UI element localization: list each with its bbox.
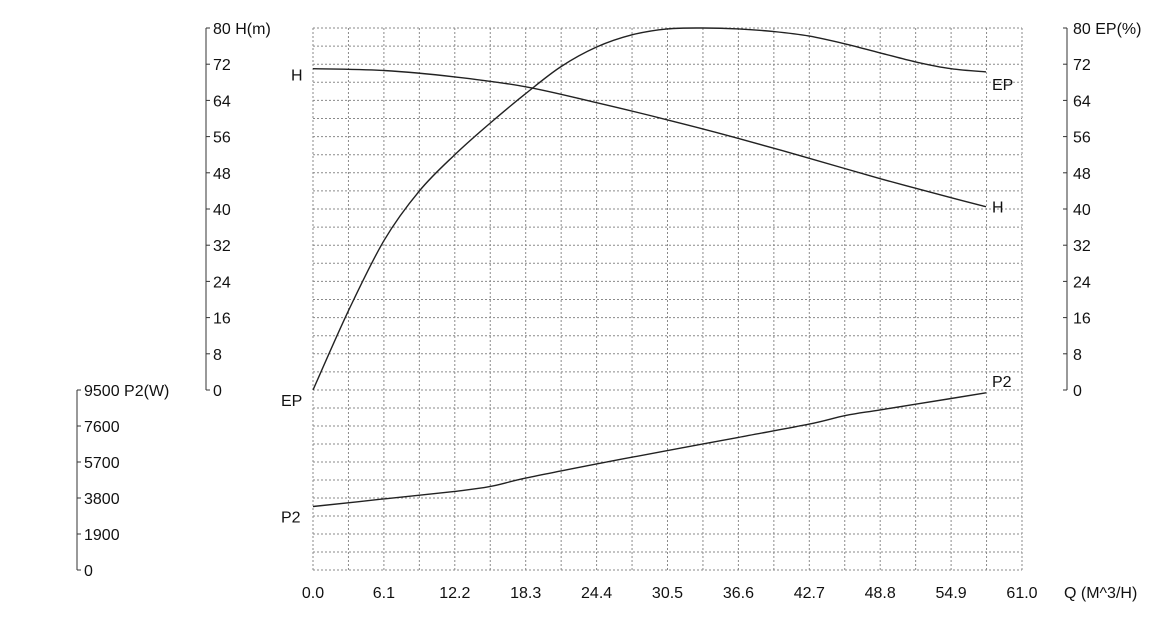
curve-label-h-start: H [291,68,303,85]
x-tick-label: 30.5 [652,585,683,602]
efficiency-tick-label: 72 [1073,57,1091,74]
head-tick-label: 8 [213,347,222,364]
power-tick-label: 0 [84,563,93,580]
head-tick-label: 64 [213,93,231,110]
curve-label-p2-end: P2 [992,374,1012,391]
efficiency-tick-label: 48 [1073,166,1091,183]
curve-label-p2-start: P2 [281,510,301,527]
series-line-ep [312,27,987,391]
power-tick-label: 3800 [84,491,120,508]
head-tick-label: 40 [213,202,231,219]
curve-label-ep-start: EP [281,393,302,410]
efficiency-tick-label: 80 EP(%) [1073,21,1141,38]
head-tick-label: 16 [213,311,231,328]
series-line-h [312,68,987,208]
power-tick-label: 5700 [84,455,120,472]
x-tick-label: 48.8 [865,585,896,602]
x-tick-label: 6.1 [373,585,395,602]
power-tick-label: 7600 [84,419,120,436]
x-tick-label: 18.3 [510,585,541,602]
x-tick-label: 54.9 [936,585,967,602]
x-tick-label: 0.0 [302,585,324,602]
efficiency-tick-label: 56 [1073,130,1091,147]
x-tick-label: 12.2 [439,585,470,602]
efficiency-tick-label: 8 [1073,347,1082,364]
curve-label-ep-end: EP [992,77,1013,94]
series-line-p2 [312,392,987,508]
series [312,27,987,508]
x-axis-title: Q (M^3/H) [1064,585,1137,602]
head-tick-label: 80 H(m) [213,21,271,38]
power-tick-label: 1900 [84,527,120,544]
x-tick-label: 24.4 [581,585,612,602]
efficiency-tick-label: 16 [1073,311,1091,328]
efficiency-tick-label: 0 [1073,383,1082,400]
efficiency-tick-label: 64 [1073,93,1091,110]
head-tick-label: 48 [213,166,231,183]
x-tick-label: 61.0 [1006,585,1037,602]
grid [312,27,1023,571]
curve-label-h-end: H [992,200,1004,217]
curve-labels: H H EP EP P2 P2 [281,68,1013,527]
efficiency-tick-label: 40 [1073,202,1091,219]
x-tick-label: 36.6 [723,585,754,602]
head-tick-label: 56 [213,130,231,147]
axes: 0 8 16 24 32 40 48 56 64 72 80 H(m) 0 8 16 24 32 40 48 56 6… [76,21,1141,602]
head-tick-label: 0 [213,383,222,400]
power-tick-label: 9500 P2(W) [84,383,169,400]
efficiency-tick-label: 32 [1073,238,1091,255]
head-tick-label: 32 [213,238,231,255]
head-tick-label: 24 [213,274,231,291]
x-tick-label: 42.7 [794,585,825,602]
head-tick-label: 72 [213,57,231,74]
efficiency-tick-label: 24 [1073,274,1091,291]
